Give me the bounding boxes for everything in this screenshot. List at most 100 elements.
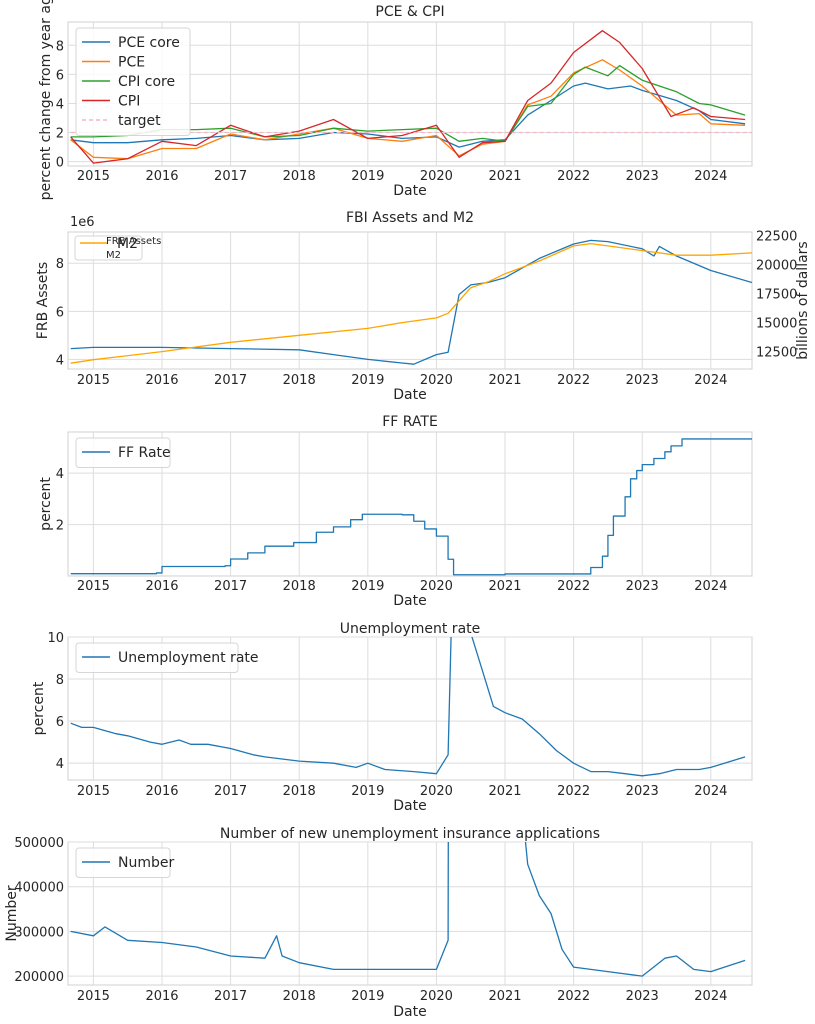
y-tick-label: 2 <box>56 519 64 534</box>
y-tick-label: 4 <box>56 757 64 772</box>
chart-title: Unemployment rate <box>340 621 481 637</box>
y2-tick-label: 20000 <box>756 259 797 274</box>
legend: PCE core PCE CPI core CPI target <box>75 27 191 136</box>
x-tick-label: 2020 <box>420 579 453 594</box>
y-tick-label: 8 <box>56 257 64 272</box>
series-line-unemployment-rate <box>70 637 746 777</box>
x-tick-label: 2023 <box>626 169 659 184</box>
plot-area <box>67 841 753 986</box>
x-tick-label: 2021 <box>488 784 521 799</box>
legend-label: target <box>118 113 161 129</box>
x-tick-label: 2016 <box>145 373 178 388</box>
y-tick-label: 0 <box>56 156 64 171</box>
y-tick-label: 200000 <box>14 970 64 985</box>
x-tick-label: 2020 <box>420 169 453 184</box>
x-tick-label: 2019 <box>351 169 384 184</box>
x-tick-label: 2020 <box>420 373 453 388</box>
y-tick-label: 300000 <box>14 925 64 940</box>
y-axis-label: percent <box>38 477 54 531</box>
x-tick-label: 2021 <box>488 579 521 594</box>
plot-area <box>67 231 753 370</box>
plot-area <box>67 431 753 577</box>
x-tick-label: 2023 <box>626 784 659 799</box>
legend-label: M2 <box>117 236 138 252</box>
y-tick-label: 4 <box>56 467 64 482</box>
chart-panel-1: 2015 2016 2017 2018 2019 2020 2021 2022 2023 2024… <box>38 0 753 200</box>
legend: Number <box>75 847 174 878</box>
y-offset-label: 1e6 <box>70 215 95 230</box>
legend: FF Rate <box>75 437 171 468</box>
x-tick-label: 2022 <box>557 169 590 184</box>
chart-title: FBI Assets and M2 <box>346 210 474 226</box>
x-tick-label: 2022 <box>557 373 590 388</box>
x-axis-label: Date <box>393 1004 426 1020</box>
legend-label: FF Rate <box>118 445 171 461</box>
x-tick-label: 2019 <box>351 579 384 594</box>
chart-panel-4: 2015 2016 2017 2018 2019 2020 2021 2022 2023 2024… <box>31 621 753 814</box>
x-tick-label: 2024 <box>694 579 727 594</box>
y2-tick-label: 15000 <box>756 317 797 332</box>
x-tick-label: 2019 <box>351 373 384 388</box>
x-tick-label: 2016 <box>145 989 178 1004</box>
x-axis-label: Date <box>393 593 426 609</box>
series-line-pce <box>70 59 746 160</box>
x-tick-label: 2017 <box>214 373 247 388</box>
y-tick-label: 4 <box>56 97 64 112</box>
legend-label-small: FRB Assets <box>106 236 161 247</box>
y-axis-label: Number <box>4 885 20 941</box>
y-tick-label: 500000 <box>14 836 64 851</box>
series-line-frb-assets <box>70 239 752 365</box>
chart-title: FF RATE <box>382 414 438 430</box>
x-tick-label: 2016 <box>145 169 178 184</box>
x-axis-label: Date <box>393 183 426 199</box>
x-tick-label: 2017 <box>214 784 247 799</box>
legend-box <box>75 437 171 468</box>
x-tick-label: 2018 <box>283 579 316 594</box>
y-tick-label: 6 <box>56 305 64 320</box>
x-tick-label: 2018 <box>283 169 316 184</box>
y-tick-label: 8 <box>56 673 64 688</box>
x-tick-label: 2023 <box>626 373 659 388</box>
legend-label-small: M2 <box>106 250 121 261</box>
y-tick-label: 6 <box>56 715 64 730</box>
x-tick-label: 2021 <box>488 373 521 388</box>
y2-tick-label: 17500 <box>756 288 797 303</box>
y2-tick-label: 22500 <box>756 229 797 244</box>
y-tick-label: 6 <box>56 68 64 83</box>
x-tick-label: 2024 <box>694 989 727 1004</box>
series-line-cpi-core <box>70 64 746 142</box>
chart-panel-3: 2015 2016 2017 2018 2019 2020 2021 2022 2023 2024… <box>38 414 753 609</box>
x-tick-label: 2020 <box>420 784 453 799</box>
series-line-m2 <box>70 242 752 364</box>
x-tick-label: 2024 <box>694 373 727 388</box>
legend-label: PCE <box>118 55 145 71</box>
x-tick-label: 2024 <box>694 169 727 184</box>
x-tick-label: 2023 <box>626 989 659 1004</box>
x-tick-label: 2019 <box>351 784 384 799</box>
chart-title: Number of new unemployment insurance app… <box>220 826 600 842</box>
x-tick-label: 2021 <box>488 989 521 1004</box>
series-line-pce-core <box>70 82 746 148</box>
x-tick-label: 2015 <box>77 169 110 184</box>
legend-label: Unemployment rate <box>118 650 259 666</box>
x-tick-label: 2016 <box>145 579 178 594</box>
x-tick-label: 2015 <box>77 373 110 388</box>
x-tick-label: 2017 <box>214 989 247 1004</box>
x-tick-label: 2022 <box>557 989 590 1004</box>
legend-label: Number <box>118 855 174 871</box>
legend-box <box>75 642 239 673</box>
legend-box <box>74 235 143 261</box>
x-tick-label: 2017 <box>214 579 247 594</box>
y2-tick-label: 12500 <box>756 346 797 361</box>
x-axis-label: Date <box>393 798 426 814</box>
x-tick-label: 2018 <box>283 784 316 799</box>
legend-label: PCE core <box>118 35 180 51</box>
y-axis-label: percent change from year ago <box>38 0 54 200</box>
y-tick-label: 8 <box>56 39 64 54</box>
x-tick-label: 2019 <box>351 989 384 1004</box>
chart-panel-5: 2015 2016 2017 2018 2019 2020 2021 2022 2023 2024… <box>4 826 753 1020</box>
chart-panel-2: 2015 2016 2017 2018 2019 2020 2021 2022 2023 2024… <box>35 210 811 403</box>
legend-box <box>75 27 191 136</box>
legend-label: CPI <box>118 94 140 110</box>
